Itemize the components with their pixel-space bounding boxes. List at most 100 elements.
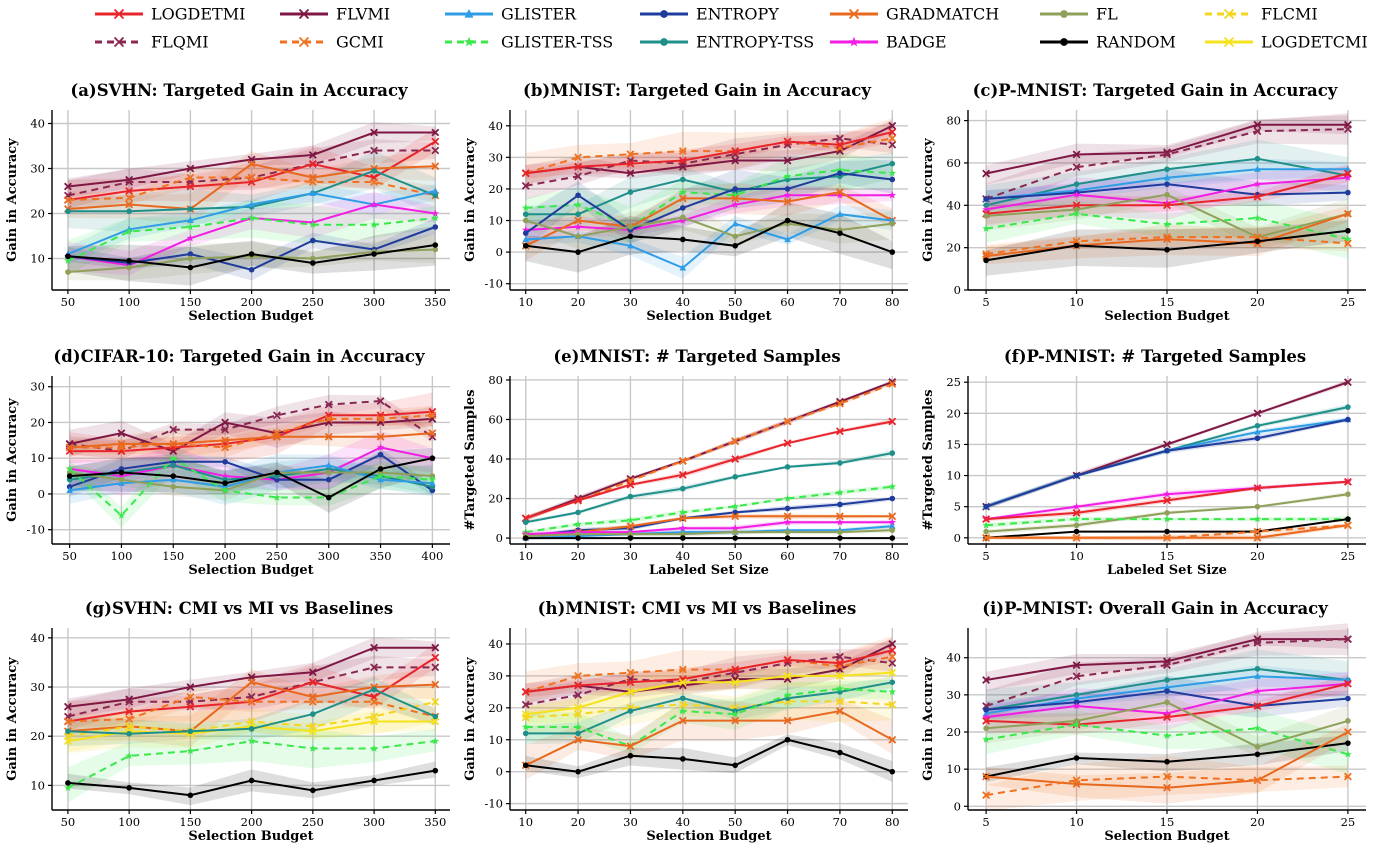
y-tick-label: 40 <box>946 198 961 212</box>
data-point <box>837 535 843 541</box>
data-point <box>310 237 316 244</box>
band-random <box>525 202 893 273</box>
y-tick-label: 10 <box>488 733 503 747</box>
data-point <box>370 128 379 137</box>
x-axis-label: Selection Budget <box>646 829 771 844</box>
y-tick-label: 10 <box>946 762 961 776</box>
data-point <box>835 707 844 715</box>
data-point <box>169 425 178 434</box>
data-point <box>63 717 72 726</box>
data-point <box>1345 491 1351 498</box>
data-point <box>1254 238 1261 245</box>
x-tick-label: 300 <box>363 815 385 829</box>
x-tick-label: 40 <box>675 549 690 563</box>
y-tick-label: 0 <box>954 283 961 297</box>
chart-title: (f)P-MNIST: # Targeted Samples <box>1004 347 1306 366</box>
data-point <box>117 429 126 438</box>
data-point <box>574 153 583 162</box>
data-point <box>1163 220 1171 228</box>
legend-marker <box>848 8 860 20</box>
data-point <box>247 160 256 168</box>
data-point <box>65 465 74 473</box>
data-point <box>1345 695 1351 702</box>
data-point <box>65 253 71 260</box>
data-point <box>1073 522 1080 529</box>
data-point <box>187 251 194 257</box>
data-point <box>678 514 687 523</box>
band-gcmi <box>986 523 1348 541</box>
data-point <box>889 450 896 456</box>
y-tick-label: 40 <box>946 651 961 665</box>
data-point <box>679 524 687 532</box>
data-point <box>836 166 844 174</box>
legend-entry-flqmi: FLQMI <box>95 33 209 52</box>
band-gcmi <box>67 688 436 727</box>
data-point <box>627 535 634 541</box>
x-tick-label: 60 <box>780 295 795 309</box>
data-point <box>783 671 792 680</box>
band-glister-tss <box>67 722 436 803</box>
data-point <box>982 772 991 781</box>
data-point <box>1253 180 1262 188</box>
data-point <box>678 700 687 709</box>
chart-svg: (h)MNIST: CMI vs MI vs Baselines 10 20 30 40… <box>463 599 908 844</box>
data-point <box>118 469 125 476</box>
x-tick-label: 70 <box>833 295 848 309</box>
series-line <box>525 655 893 706</box>
data-point <box>574 496 583 505</box>
data-point <box>680 485 686 492</box>
series-line <box>525 452 893 524</box>
data-point <box>784 186 791 192</box>
data-point <box>1072 502 1081 510</box>
legend-marker <box>298 36 310 48</box>
data-point <box>431 653 440 662</box>
data-point <box>731 220 739 227</box>
data-point <box>783 191 792 199</box>
data-point <box>429 455 436 462</box>
y-tick-label: 80 <box>946 114 961 128</box>
x-axis-label: Selection Budget <box>1104 829 1229 844</box>
data-point <box>732 233 738 240</box>
axes: 10 20 30 40 50 60 70 80 -10 0 10 20 30 40 <box>484 628 908 829</box>
legend-entry-glister-tss: GLISTER-TSS <box>445 33 613 52</box>
y-tick-label: 40 <box>30 631 45 645</box>
data-point <box>783 417 792 426</box>
data-point <box>783 691 792 699</box>
y-tick-label: 10 <box>30 252 45 266</box>
data-point <box>731 716 740 725</box>
legend-marker <box>1060 38 1068 46</box>
data-point <box>982 713 990 721</box>
data-point <box>982 205 990 213</box>
y-axis-label: Gain in Accuracy <box>921 138 936 262</box>
data-point <box>308 151 317 159</box>
x-tick-label: 350 <box>424 815 446 829</box>
series-line <box>68 456 433 517</box>
data-point <box>1164 166 1170 173</box>
data-point <box>835 697 844 706</box>
data-point <box>325 469 332 476</box>
y-tick-label: -10 <box>484 797 503 811</box>
legend-label: RANDOM <box>1096 33 1176 52</box>
data-point <box>1073 206 1080 213</box>
data-point <box>836 518 844 526</box>
series-line <box>525 124 893 175</box>
data-point <box>309 220 317 228</box>
legend-marker <box>1223 8 1235 20</box>
data-point <box>370 643 379 652</box>
data-point <box>888 735 897 744</box>
data-point <box>680 236 686 243</box>
data-point <box>1072 776 1081 785</box>
data-point <box>1163 731 1171 739</box>
series-random <box>522 535 896 541</box>
data-point <box>521 723 530 731</box>
series-gcmi <box>63 692 440 726</box>
data-point <box>574 200 582 208</box>
data-point <box>1163 490 1171 498</box>
series-random <box>522 217 896 255</box>
x-tick-label: 25 <box>1341 815 1356 829</box>
legend-entry-fl: FL <box>1040 5 1118 24</box>
data-point <box>574 671 583 680</box>
data-point <box>574 710 583 719</box>
series-logdetmi <box>521 128 897 178</box>
band-fl <box>986 186 1348 249</box>
